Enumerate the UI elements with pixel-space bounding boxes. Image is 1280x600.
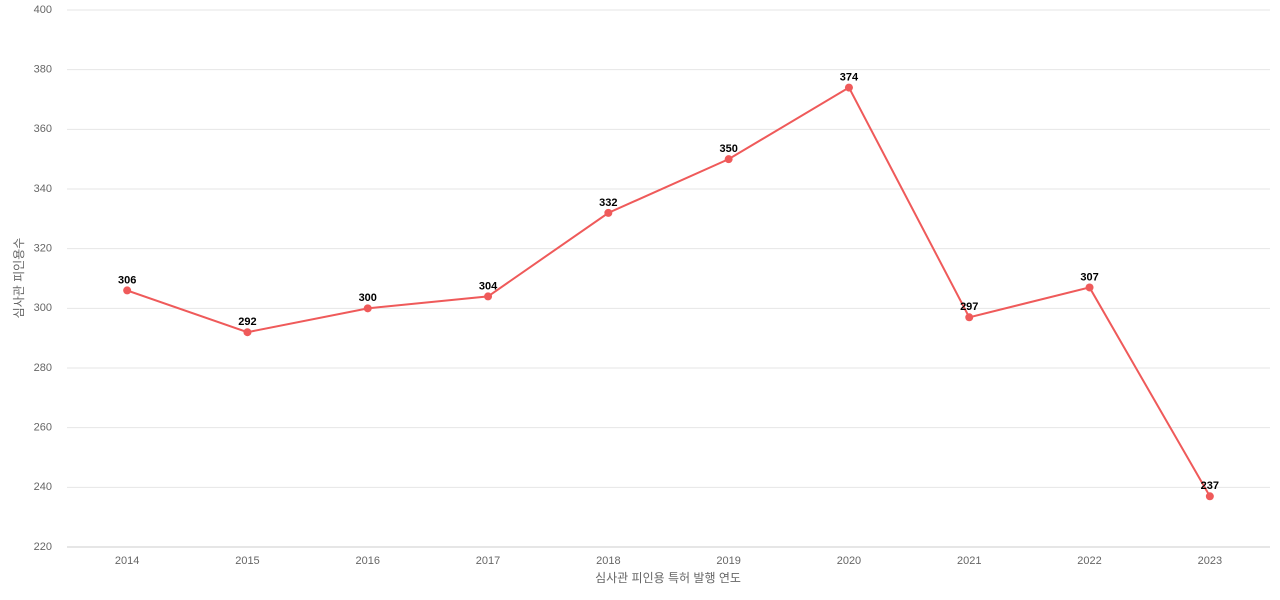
point	[844, 83, 853, 92]
x-tick-label: 2016	[356, 555, 380, 567]
y-tick-label: 240	[34, 481, 52, 493]
x-tick-label: 2015	[235, 555, 259, 567]
y-tick-label: 300	[34, 302, 52, 314]
y-tick-label: 340	[34, 183, 52, 195]
value-label: 307	[1080, 271, 1098, 283]
point	[1085, 283, 1094, 292]
x-tick-label: 2017	[476, 555, 500, 567]
value-label: 304	[479, 280, 498, 292]
x-tick-label: 2018	[596, 555, 620, 567]
point	[243, 328, 252, 337]
value-label: 297	[960, 301, 978, 313]
y-tick-label: 260	[34, 422, 52, 434]
point	[123, 286, 132, 295]
point	[604, 208, 613, 217]
x-tick-label: 2020	[837, 555, 861, 567]
point	[363, 304, 372, 313]
value-label: 350	[719, 143, 737, 155]
x-axis-title: 심사관 피인용 특허 발행 연도	[595, 570, 741, 585]
y-tick-label: 400	[34, 4, 52, 16]
value-label: 300	[359, 292, 377, 304]
y-tick-label: 220	[34, 541, 52, 553]
x-tick-label: 2019	[716, 555, 740, 567]
line	[126, 86, 1211, 497]
point	[965, 313, 974, 322]
y-tick-label: 360	[34, 123, 52, 135]
x-tick-label: 2022	[1077, 555, 1101, 567]
x-tick-label: 2021	[957, 555, 981, 567]
point	[484, 292, 493, 301]
value-label: 292	[238, 316, 256, 328]
point	[724, 155, 733, 164]
x-tick-label: 2014	[115, 555, 139, 567]
y-tick-label: 380	[34, 64, 52, 76]
y-tick-label: 320	[34, 243, 52, 255]
value-label: 306	[118, 274, 136, 286]
point	[1205, 492, 1214, 501]
y-axis-title: 심사관 피인용수	[12, 238, 26, 319]
x-tick-label: 2023	[1198, 555, 1222, 567]
value-label: 237	[1201, 480, 1219, 492]
value-label: 332	[599, 197, 617, 209]
value-label: 374	[840, 71, 859, 83]
y-tick-label: 280	[34, 362, 52, 374]
